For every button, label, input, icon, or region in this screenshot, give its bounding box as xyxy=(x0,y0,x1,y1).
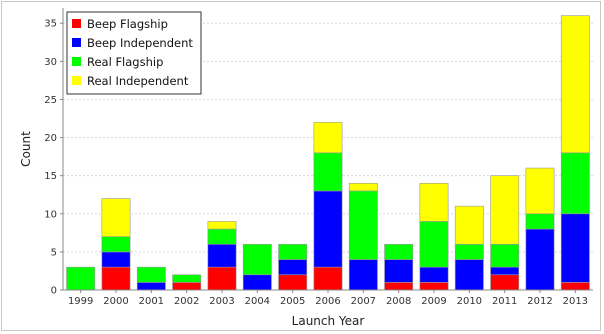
bar-segment-beep-flagship xyxy=(278,274,308,291)
bar-segment-real-flagship xyxy=(525,213,555,230)
y-tick-label: 30 xyxy=(44,57,57,68)
bar-segment-real-independent xyxy=(313,122,343,154)
bar-segment-beep-independent xyxy=(490,266,520,276)
y-tick-labels: 0 5 10 15 20 25 30 35 xyxy=(44,19,63,297)
bar-segment-real-flagship xyxy=(66,266,96,291)
bar-segment-beep-independent xyxy=(419,266,449,283)
x-tick-label: 2013 xyxy=(563,296,588,307)
bar-segment-beep-independent xyxy=(384,259,414,283)
bar-segment-beep-flagship xyxy=(313,266,343,291)
bar-segment-real-flagship xyxy=(313,152,343,192)
bar-segment-real-flagship xyxy=(348,190,378,260)
bar-segment-beep-flagship xyxy=(172,282,202,291)
bar-segment-beep-independent xyxy=(278,259,308,276)
bar-segment-beep-independent xyxy=(348,259,378,291)
bars xyxy=(66,15,590,291)
bar-segment-real-independent xyxy=(525,167,555,215)
y-tick-label: 0 xyxy=(51,286,57,297)
bar-segment-beep-independent xyxy=(454,259,484,291)
bar-segment-real-flagship xyxy=(490,243,520,268)
x-tick-label: 2000 xyxy=(103,296,128,307)
x-tick-label: 2011 xyxy=(492,296,517,307)
x-tick-label: 2009 xyxy=(421,296,446,307)
legend-label: Beep Independent xyxy=(87,36,193,50)
x-tick-label: 2004 xyxy=(245,296,270,307)
bar-segment-beep-flagship xyxy=(207,266,237,291)
bar-segment-beep-independent xyxy=(101,251,131,268)
bar-segment-beep-flagship xyxy=(384,282,414,291)
bar-segment-real-flagship xyxy=(419,221,449,268)
x-tick-label: 2005 xyxy=(280,296,305,307)
x-axis-title: Launch Year xyxy=(292,314,365,328)
legend-swatch xyxy=(72,19,81,28)
bar-segment-beep-flagship xyxy=(490,274,520,291)
x-tick-label: 1999 xyxy=(68,296,93,307)
bar-segment-real-flagship xyxy=(454,243,484,260)
bar-segment-real-independent xyxy=(454,205,484,245)
bar-segment-real-flagship xyxy=(278,243,308,260)
y-tick-label: 5 xyxy=(51,247,57,258)
bar-segment-real-independent xyxy=(348,182,378,192)
bar-segment-real-flagship xyxy=(136,266,166,283)
bar-segment-beep-independent xyxy=(525,228,555,291)
bar-segment-beep-flagship xyxy=(101,266,131,291)
bar-segment-real-flagship xyxy=(384,243,414,260)
bar-segment-real-independent xyxy=(207,221,237,230)
bar-segment-beep-independent xyxy=(207,243,237,268)
x-tick-label: 2008 xyxy=(386,296,411,307)
bar-segment-beep-flagship xyxy=(560,282,590,291)
bar-segment-real-independent xyxy=(490,175,520,245)
x-tick-label: 2012 xyxy=(527,296,552,307)
bar-segment-beep-independent xyxy=(242,274,272,291)
bar-segment-real-flagship xyxy=(560,152,590,215)
x-tick-label: 2003 xyxy=(209,296,234,307)
x-tick-label: 2007 xyxy=(351,296,376,307)
legend-label: Beep Flagship xyxy=(87,17,168,31)
x-tick-label: 2006 xyxy=(315,296,340,307)
legend-swatch xyxy=(72,76,81,85)
legend-label: Real Independent xyxy=(87,74,189,88)
y-tick-label: 35 xyxy=(44,19,57,30)
bar-segment-real-independent xyxy=(101,198,131,237)
legend: Beep Flagship Beep Independent Real Flagsh… xyxy=(66,11,202,95)
x-tick-label: 2001 xyxy=(139,296,164,307)
legend-label: Real Flagship xyxy=(87,55,163,69)
x-tick-label: 2002 xyxy=(174,296,199,307)
bar-segment-real-independent xyxy=(419,182,449,222)
bar-segment-real-flagship xyxy=(101,236,131,253)
bar-segment-beep-independent xyxy=(136,282,166,291)
bar-segment-real-flagship xyxy=(172,274,202,283)
x-tick-label: 2010 xyxy=(457,296,482,307)
bar-segment-beep-independent xyxy=(313,190,343,268)
x-tick-labels: 1999 2000 2001 2002 2003 2004 2005 2006 2007 2008… xyxy=(68,290,588,307)
y-tick-label: 25 xyxy=(44,95,57,106)
y-tick-label: 15 xyxy=(44,171,57,182)
y-tick-label: 10 xyxy=(44,209,57,220)
bar-segment-beep-independent xyxy=(560,213,590,283)
bar-segment-beep-flagship xyxy=(419,282,449,291)
y-axis-title: Count xyxy=(19,131,33,167)
bar-segment-real-flagship xyxy=(242,243,272,276)
bar-segment-real-independent xyxy=(560,15,590,154)
legend-swatch xyxy=(72,57,81,66)
legend-swatch xyxy=(72,38,81,47)
legend-box xyxy=(66,11,202,95)
bar-segment-real-flagship xyxy=(207,228,237,245)
y-tick-label: 20 xyxy=(44,133,57,144)
